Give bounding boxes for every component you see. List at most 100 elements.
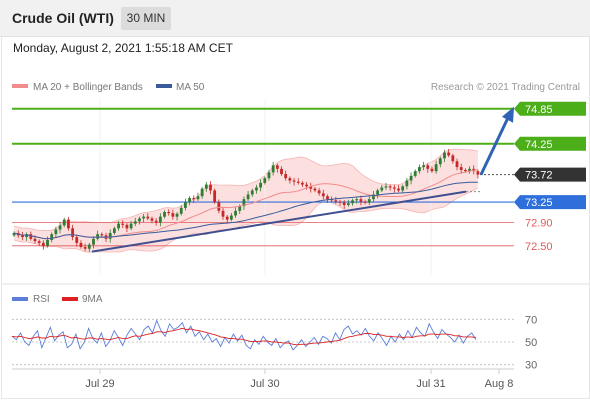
candle-body	[29, 234, 33, 239]
candle	[284, 170, 288, 181]
legend-rsi-swatch	[12, 297, 28, 301]
candle-body	[388, 186, 392, 188]
candle	[476, 169, 480, 179]
candle	[129, 221, 133, 231]
candle	[133, 217, 137, 227]
candle-body	[142, 216, 146, 219]
candle-body	[150, 218, 154, 221]
candle	[259, 179, 263, 192]
candle-body	[430, 168, 434, 172]
candle	[418, 164, 421, 174]
candle-body	[376, 190, 380, 195]
candle	[167, 209, 171, 216]
candle-body	[37, 241, 41, 243]
x-tick-label-0: Jul 29	[85, 378, 114, 390]
candle	[351, 198, 354, 206]
candle	[367, 196, 371, 206]
candle-body	[138, 218, 141, 222]
candle-body	[163, 212, 166, 217]
candle-body	[351, 200, 354, 204]
legend-ma50-swatch	[156, 84, 172, 88]
candle	[451, 153, 455, 164]
candle-body	[355, 199, 359, 201]
candle	[108, 229, 112, 243]
candle-body	[133, 221, 137, 224]
candle	[204, 181, 208, 192]
candle-body	[405, 180, 409, 187]
level-tag-74.25	[514, 136, 586, 151]
candle	[75, 235, 79, 247]
candle-body	[380, 187, 384, 191]
bollinger-lower	[13, 187, 479, 253]
candle	[229, 212, 233, 222]
candle-body	[129, 223, 133, 229]
candle-body	[372, 194, 375, 200]
candle	[200, 186, 204, 199]
candle-body	[363, 201, 367, 203]
candle-body	[309, 186, 313, 189]
candle-body	[401, 186, 405, 191]
candle-body	[154, 220, 158, 223]
candle-body	[267, 172, 271, 179]
candle-body	[413, 171, 417, 176]
level-label-74.25: 74.25	[525, 139, 553, 151]
candle	[255, 184, 258, 194]
candle-body	[179, 207, 183, 214]
instrument-title: Crude Oil (WTI)	[12, 10, 114, 26]
candle	[455, 158, 459, 171]
legend-ma20-label: MA 20 + Bollinger Bands	[33, 82, 143, 93]
interval-badge[interactable]: 30 MIN	[121, 7, 171, 30]
candle-body	[455, 161, 459, 168]
candle	[121, 220, 125, 228]
candle	[342, 200, 346, 209]
candle	[221, 207, 225, 220]
candle	[275, 163, 279, 173]
forecast-arrow-shaft	[479, 117, 510, 176]
candle	[392, 184, 396, 193]
candle-body	[271, 165, 275, 173]
candle	[246, 191, 250, 201]
candle-body	[346, 203, 350, 205]
candle	[112, 226, 116, 235]
candle-body	[217, 202, 221, 211]
candle	[447, 149, 451, 158]
candle	[179, 205, 183, 216]
candle-body	[255, 187, 258, 191]
candle-body	[108, 233, 112, 239]
candle-body	[92, 238, 95, 245]
candle-body	[438, 158, 442, 165]
candle	[338, 199, 342, 206]
candle-body	[158, 216, 162, 223]
candle-body	[334, 200, 338, 202]
candle	[267, 169, 271, 181]
candle	[25, 232, 29, 241]
level-tag-74.85	[514, 101, 586, 116]
legend-9ma-label: 9MA	[82, 294, 103, 305]
candle	[409, 172, 413, 185]
candle	[117, 221, 120, 231]
candle	[413, 169, 417, 178]
candle	[372, 191, 375, 203]
timestamp: Monday, August 2, 2021 1:55:18 AM CET	[13, 41, 233, 55]
candle-body	[192, 198, 196, 200]
x-tick-label-2: Jul 31	[416, 378, 445, 390]
candle	[192, 195, 196, 204]
candle-body	[54, 229, 58, 235]
candle-body	[468, 168, 471, 172]
candle	[309, 182, 313, 193]
candle	[37, 239, 41, 247]
candle	[296, 178, 300, 185]
candle	[142, 214, 146, 223]
x-tick-label-1: Jul 30	[250, 378, 279, 390]
candle-body	[447, 152, 451, 156]
candle	[41, 240, 45, 250]
candle-body	[188, 198, 191, 203]
candle	[459, 163, 463, 174]
candle	[380, 184, 384, 193]
candle	[12, 231, 16, 238]
candle	[317, 187, 321, 196]
candle	[67, 216, 70, 231]
candle-body	[342, 202, 346, 205]
candle	[313, 186, 317, 193]
